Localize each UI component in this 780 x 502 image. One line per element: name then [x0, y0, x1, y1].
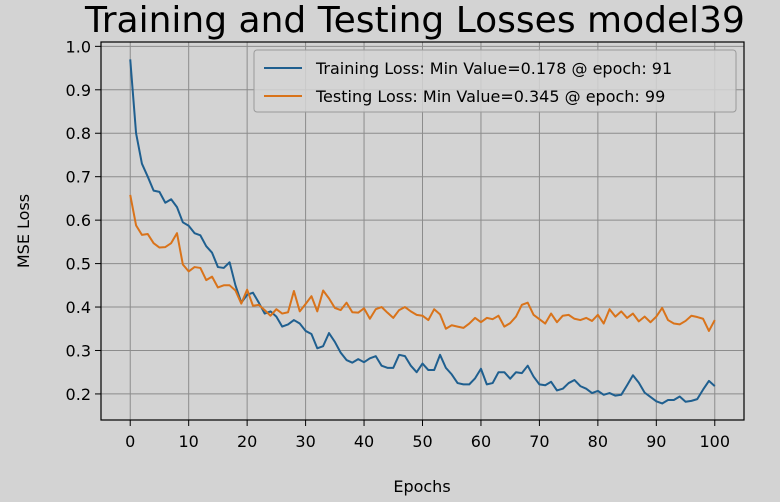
x-tick-label: 40	[354, 432, 374, 451]
x-tick-label: 90	[646, 432, 666, 451]
x-tick-label: 20	[237, 432, 257, 451]
legend-label-training: Training Loss: Min Value=0.178 @ epoch: …	[315, 59, 672, 78]
y-axis-label: MSE Loss	[14, 194, 33, 268]
y-tick-label: 0.3	[66, 341, 91, 360]
x-tick-label: 50	[412, 432, 432, 451]
series-line-testing	[129, 194, 716, 332]
series-lines	[129, 59, 716, 405]
y-tick-label: 0.5	[66, 255, 91, 274]
y-axis: 0.2 0.3 0.4 0.5 0.6 0.7 0.8 0.9 1.0	[66, 37, 101, 404]
x-tick-label: 30	[295, 432, 315, 451]
x-tick-label: 70	[529, 432, 549, 451]
y-tick-label: 0.9	[66, 81, 91, 100]
y-tick-label: 0.8	[66, 124, 91, 143]
x-axis: 0 10 20 30 40 50 60 70 80 90 100	[125, 420, 730, 451]
x-tick-label: 60	[471, 432, 491, 451]
chart-title: Training and Testing Losses model39	[84, 0, 745, 41]
y-tick-label: 0.2	[66, 385, 91, 404]
x-tick-label: 80	[588, 432, 608, 451]
x-tick-label: 100	[699, 432, 730, 451]
legend-box	[253, 49, 737, 113]
legend-label-testing: Testing Loss: Min Value=0.345 @ epoch: 9…	[315, 87, 665, 106]
legend: Training Loss: Min Value=0.178 @ epoch: …	[253, 49, 737, 113]
y-tick-label: 0.4	[66, 298, 91, 317]
x-tick-label: 10	[179, 432, 199, 451]
x-axis-label: Epochs	[393, 477, 450, 496]
y-tick-label: 1.0	[66, 37, 91, 56]
series-line-training	[129, 59, 716, 405]
y-tick-label: 0.6	[66, 211, 91, 230]
grid	[101, 42, 744, 420]
x-tick-label: 0	[125, 432, 135, 451]
y-tick-label: 0.7	[66, 168, 91, 187]
